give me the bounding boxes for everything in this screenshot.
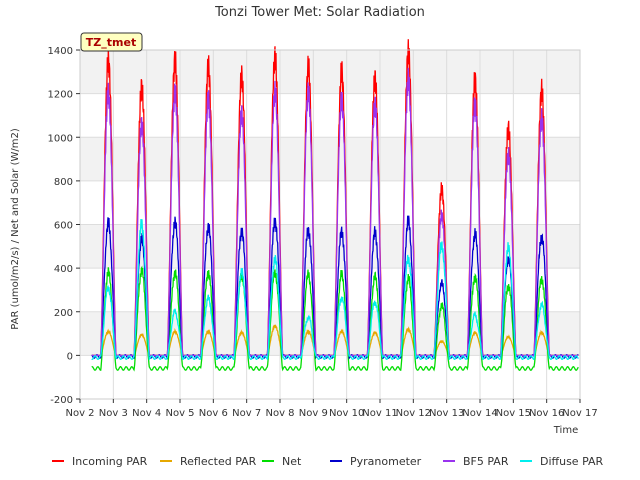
- x-tick-label: Nov 4: [132, 408, 161, 419]
- y-tick-label: 800: [54, 177, 73, 188]
- y-axis-ticks: -200 0 200 400 600 800 1000 1200 1400: [48, 46, 80, 406]
- legend: Incoming PAR Reflected PAR Net Pyranometer B…: [52, 455, 604, 468]
- x-tick-label: Nov 17: [562, 408, 597, 419]
- x-tick-label: Nov 6: [199, 408, 228, 419]
- series-line-net: [91, 265, 579, 372]
- y-tick-label: 1000: [48, 133, 73, 144]
- plot-band: [80, 50, 580, 94]
- x-tick-label: Nov 2: [65, 408, 94, 419]
- legend-label: Incoming PAR: [72, 455, 148, 468]
- legend-label: Pyranometer: [350, 455, 422, 468]
- x-tick-label: Nov 5: [165, 408, 194, 419]
- site-annotation: TZ_tmet: [80, 32, 143, 52]
- x-tick-label: Nov 9: [299, 408, 328, 419]
- site-annotation-label: TZ_tmet: [86, 36, 136, 49]
- plot-band: [80, 311, 580, 356]
- x-tick-label: Nov 7: [232, 408, 261, 419]
- x-tick-label: Nov 8: [265, 408, 294, 419]
- y-tick-label: 0: [67, 351, 73, 362]
- y-tick-label: 400: [54, 264, 73, 275]
- x-tick-label: Nov 10: [329, 408, 364, 419]
- y-tick-label: 1200: [48, 90, 73, 101]
- y-tick-label: 600: [54, 221, 73, 232]
- x-axis-ticks: Nov 2 Nov 3 Nov 4 Nov 5 Nov 6 Nov 7 Nov 8 Nov 9…: [65, 399, 598, 419]
- x-tick-label: Nov 12: [396, 408, 431, 419]
- y-tick-label: 1400: [48, 46, 73, 57]
- plot-band: [80, 224, 580, 269]
- series-line-diffuse-par: [91, 218, 579, 361]
- x-axis-label: Time: [553, 425, 578, 436]
- legend-label: Net: [282, 455, 302, 468]
- y-tick-label: -200: [50, 395, 73, 406]
- legend-label: BF5 PAR: [463, 455, 509, 468]
- plot-band: [80, 137, 580, 181]
- x-tick-label: Nov 15: [496, 408, 531, 419]
- legend-label: Reflected PAR: [180, 455, 257, 468]
- series-lines: [91, 39, 579, 372]
- x-tick-label: Nov 11: [362, 408, 397, 419]
- y-axis-label: PAR (umol/m2/s) / Net and Solar (W/m2): [10, 128, 21, 330]
- x-tick-label: Nov 16: [529, 408, 564, 419]
- x-tick-label: Nov 13: [429, 408, 464, 419]
- chart-title: Tonzi Tower Met: Solar Radiation: [214, 5, 425, 20]
- x-tick-label: Nov 3: [99, 408, 128, 419]
- legend-label: Diffuse PAR: [540, 455, 604, 468]
- x-tick-label: Nov 14: [462, 408, 497, 419]
- y-tick-label: 200: [54, 308, 73, 319]
